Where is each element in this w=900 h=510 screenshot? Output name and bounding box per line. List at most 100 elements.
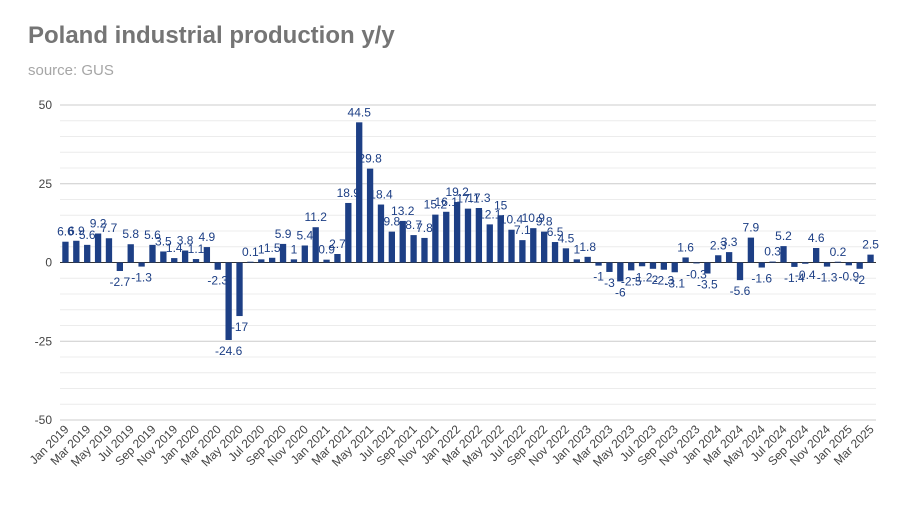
bar bbox=[562, 248, 570, 263]
data-label: 18.4 bbox=[369, 188, 393, 202]
bar bbox=[236, 262, 243, 317]
y-tick-label: 25 bbox=[39, 177, 53, 191]
data-label: 7.9 bbox=[743, 221, 760, 235]
bar bbox=[290, 259, 298, 263]
data-label: 17.3 bbox=[467, 191, 491, 205]
data-label: 19.2 bbox=[445, 185, 469, 199]
data-label: -0.4 bbox=[795, 268, 816, 282]
data-label: 16.1 bbox=[435, 195, 459, 209]
data-label: 9.8 bbox=[536, 215, 553, 229]
data-label: -6 bbox=[615, 285, 626, 299]
data-label: 5.2 bbox=[775, 229, 792, 243]
data-label: -2.7 bbox=[109, 275, 130, 289]
data-label: 10.4 bbox=[500, 213, 524, 227]
data-label: -3.1 bbox=[664, 276, 685, 290]
bar bbox=[214, 262, 221, 270]
data-label: -1.3 bbox=[131, 271, 152, 285]
bar bbox=[366, 168, 374, 263]
bar bbox=[149, 244, 156, 263]
bar bbox=[573, 259, 580, 263]
bar bbox=[704, 262, 711, 274]
data-label: 0.2 bbox=[830, 245, 847, 259]
bar bbox=[323, 259, 330, 263]
data-label: 10.9 bbox=[522, 211, 546, 225]
bar bbox=[279, 243, 287, 263]
data-label: 1 bbox=[291, 242, 298, 256]
bar bbox=[747, 237, 755, 263]
bar bbox=[617, 262, 624, 282]
data-label: 13.2 bbox=[391, 204, 415, 218]
bar bbox=[116, 262, 123, 272]
data-label: -5.6 bbox=[730, 284, 751, 298]
bar bbox=[671, 262, 678, 273]
bar bbox=[508, 229, 515, 263]
data-label: -2 bbox=[648, 273, 659, 287]
bar bbox=[464, 208, 472, 263]
bar bbox=[530, 228, 537, 263]
bar bbox=[301, 245, 308, 263]
bar bbox=[867, 254, 874, 263]
bar bbox=[780, 246, 787, 263]
data-label: -1.3 bbox=[817, 271, 838, 285]
data-label: 7.1 bbox=[514, 223, 531, 237]
bar bbox=[715, 255, 722, 263]
bar bbox=[356, 122, 363, 263]
data-label: 3.8 bbox=[177, 234, 194, 248]
data-label: 5.9 bbox=[275, 227, 292, 241]
data-label: -2 bbox=[854, 273, 865, 287]
data-label: 11.2 bbox=[304, 210, 327, 224]
data-label: 4.5 bbox=[558, 231, 575, 245]
bar bbox=[606, 262, 613, 272]
bar bbox=[399, 220, 406, 263]
bar bbox=[802, 262, 809, 264]
bar bbox=[105, 238, 113, 263]
bar bbox=[192, 259, 200, 263]
bar bbox=[497, 215, 504, 263]
data-label: 9.2 bbox=[90, 217, 107, 231]
y-tick-label: -25 bbox=[35, 334, 53, 348]
data-label: 2.7 bbox=[329, 237, 346, 251]
bar bbox=[834, 261, 842, 263]
data-label: 1.1 bbox=[188, 242, 205, 256]
data-label: -1 bbox=[593, 270, 604, 284]
bar bbox=[660, 262, 667, 270]
bar bbox=[334, 253, 341, 263]
data-label: -1.6 bbox=[751, 272, 772, 286]
data-label: 0.9 bbox=[318, 243, 335, 257]
y-tick-label: -50 bbox=[35, 413, 53, 427]
data-label: -2.3 bbox=[653, 274, 674, 288]
bar bbox=[584, 256, 591, 263]
bar bbox=[628, 262, 635, 271]
chart-subtitle: source: GUS bbox=[28, 62, 114, 79]
bar bbox=[269, 257, 276, 263]
bar bbox=[758, 262, 765, 268]
data-label: 0.3 bbox=[764, 245, 781, 259]
bar bbox=[345, 202, 352, 263]
bar bbox=[312, 227, 319, 263]
bar bbox=[769, 261, 776, 263]
bar bbox=[432, 214, 439, 263]
data-label: 0.1 bbox=[242, 245, 259, 259]
data-label: -2.5 bbox=[621, 274, 642, 288]
bar bbox=[725, 252, 733, 263]
data-label: 1.4 bbox=[166, 241, 183, 255]
data-label: 5.4 bbox=[296, 228, 313, 242]
data-label: 5.6 bbox=[79, 228, 96, 242]
bar bbox=[486, 224, 493, 263]
bar bbox=[475, 208, 483, 263]
y-tick-label: 0 bbox=[45, 256, 52, 270]
data-label: 1 bbox=[258, 242, 265, 256]
data-label: -0.9 bbox=[838, 269, 859, 283]
data-label: -2.3 bbox=[207, 274, 228, 288]
data-label: 15 bbox=[494, 198, 508, 212]
data-label: 18.9 bbox=[337, 186, 361, 200]
data-label: 5.8 bbox=[122, 227, 139, 241]
bar bbox=[388, 231, 395, 263]
data-label: 1.5 bbox=[264, 241, 281, 255]
bar bbox=[736, 262, 744, 281]
bar bbox=[421, 237, 428, 263]
bar bbox=[225, 262, 232, 340]
bar bbox=[247, 261, 254, 263]
bar bbox=[94, 233, 102, 263]
